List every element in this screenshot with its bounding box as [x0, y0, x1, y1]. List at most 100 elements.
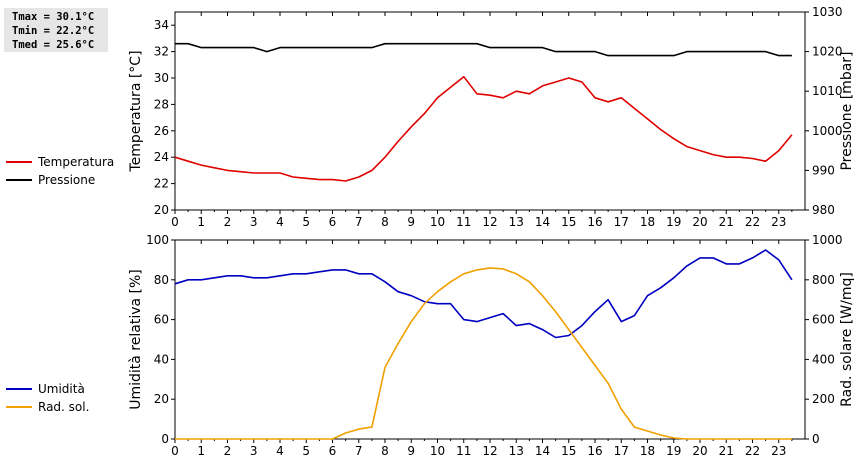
- chart2-x-tick-label: 4: [276, 444, 284, 458]
- chart1-x-tick-label: 14: [535, 215, 550, 229]
- chart1-x-tick-label: 8: [381, 215, 389, 229]
- chart1-y2-tick-label: 1030: [812, 5, 843, 19]
- legend-swatch-pressione: [6, 179, 32, 181]
- chart1-x-tick-label: 22: [745, 215, 760, 229]
- chart2-y2-tick-label: 200: [812, 392, 835, 406]
- chart1-y2-tick-label: 990: [812, 163, 835, 177]
- chart1-x-tick-label: 2: [224, 215, 232, 229]
- chart2-y-tick-label: 0: [161, 432, 169, 446]
- chart1-x-tick-label: 15: [561, 215, 576, 229]
- chart1-x-tick-label: 16: [587, 215, 602, 229]
- chart2-x-tick-label: 13: [509, 444, 524, 458]
- legend-top: Temperatura Pressione: [6, 153, 114, 189]
- chart2-y2-tick-label: 600: [812, 313, 835, 327]
- chart2-x-tick-label: 17: [614, 444, 629, 458]
- chart2-x-tick-label: 15: [561, 444, 576, 458]
- chart1-y-tick-label: 28: [154, 97, 169, 111]
- chart2-y-tick-label: 80: [154, 273, 169, 287]
- stats-box: Tmax = 30.1°C Tmin = 22.2°C Tmed = 25.6°…: [4, 8, 108, 52]
- chart1-x-tick-label: 10: [430, 215, 445, 229]
- chart1-y2-tick-label: 1000: [812, 124, 843, 138]
- chart2-x-tick-label: 1: [197, 444, 205, 458]
- legend-swatch-temperatura: [6, 161, 32, 163]
- chart1-y2-tick-label: 980: [812, 203, 835, 217]
- chart2-x-tick-label: 0: [171, 444, 179, 458]
- chart1-x-tick-label: 4: [276, 215, 284, 229]
- chart1-plot-frame: [174, 11, 806, 211]
- chart2-x-tick-label: 11: [456, 444, 471, 458]
- tmed-text: Tmed = 25.6°C: [12, 39, 95, 51]
- chart1-x-tick-label: 17: [614, 215, 629, 229]
- chart1-y2-tick-label: 1020: [812, 45, 843, 59]
- tmax-text: Tmax = 30.1°C: [12, 11, 95, 23]
- chart2-x-tick-label: 9: [407, 444, 415, 458]
- chart2-x-tick-label: 21: [719, 444, 734, 458]
- legend-swatch-rad-sol: [6, 406, 32, 408]
- chart1-x-tick-label: 6: [329, 215, 337, 229]
- legend-label-rad-sol: Rad. sol.: [38, 400, 90, 414]
- chart1-x-tick-label: 9: [407, 215, 415, 229]
- chart2-x-tick-label: 18: [640, 444, 655, 458]
- chart2-x-tick-label: 19: [666, 444, 681, 458]
- chart2-y2-tick-label: 1000: [812, 233, 843, 247]
- legend-label-pressione: Pressione: [38, 173, 96, 187]
- chart2-x-tick-label: 20: [692, 444, 707, 458]
- chart1-x-tick-label: 23: [771, 215, 786, 229]
- legend-item-pressione: Pressione: [6, 171, 114, 189]
- chart2-y-axis-label: Umidità relativa [%]: [128, 269, 144, 410]
- chart2-x-tick-label: 14: [535, 444, 550, 458]
- chart1-y-tick-label: 22: [154, 177, 169, 191]
- chart1-x-tick-label: 11: [456, 215, 471, 229]
- chart1-y-tick-label: 24: [154, 150, 169, 164]
- chart1-y-tick-label: 30: [154, 71, 169, 85]
- chart1-y2-tick-label: 1010: [812, 84, 843, 98]
- chart2-x-tick-label: 8: [381, 444, 389, 458]
- chart1-x-tick-label: 0: [171, 215, 179, 229]
- tmin-text: Tmin = 22.2°C: [12, 25, 95, 37]
- chart2-y2-tick-label: 400: [812, 352, 835, 366]
- chart2-y2-axis-label: Rad. solare [W/mq]: [839, 272, 855, 407]
- chart1-x-tick-label: 3: [250, 215, 258, 229]
- chart2-y2-tick-label: 0: [812, 432, 820, 446]
- chart2-x-tick-label: 2: [224, 444, 232, 458]
- chart2-x-tick-label: 10: [430, 444, 445, 458]
- chart2-y-tick-label: 100: [146, 233, 169, 247]
- chart1-x-tick-label: 13: [509, 215, 524, 229]
- chart2-plot-frame: [174, 239, 806, 440]
- legend-item-rad-sol: Rad. sol.: [6, 398, 89, 416]
- chart1-x-tick-label: 18: [640, 215, 655, 229]
- chart1-y2-axis-label: Pressione [mbar]: [839, 51, 855, 170]
- chart2-y2-tick-label: 800: [812, 273, 835, 287]
- legend-bottom: Umidità Rad. sol.: [6, 380, 89, 416]
- chart2-y-tick-label: 40: [154, 352, 169, 366]
- chart1-x-tick-label: 20: [692, 215, 707, 229]
- chart1-y-axis-label: Temperatura [°C]: [128, 50, 144, 172]
- chart2-x-tick-label: 6: [329, 444, 337, 458]
- chart2-y-tick-label: 60: [154, 313, 169, 327]
- chart1-x-tick-label: 12: [482, 215, 497, 229]
- chart1-x-tick-label: 19: [666, 215, 681, 229]
- chart2-series-umidit-line: [174, 249, 793, 339]
- legend-swatch-umidita: [6, 388, 32, 390]
- chart2-y-tick-label: 20: [154, 392, 169, 406]
- chart1-y-tick-label: 32: [154, 45, 169, 59]
- legend-item-umidita: Umidità: [6, 380, 89, 398]
- chart1-x-tick-label: 5: [302, 215, 310, 229]
- legend-label-umidita: Umidità: [38, 382, 85, 396]
- legend-item-temperatura: Temperatura: [6, 153, 114, 171]
- chart1-y-tick-label: 26: [154, 124, 169, 138]
- chart1-y-tick-label: 34: [154, 18, 169, 32]
- chart1-series-pressione-line: [175, 42, 792, 57]
- chart2-series-rad-sol-line: [175, 267, 792, 440]
- chart2-x-tick-label: 7: [355, 444, 363, 458]
- chart2-x-tick-label: 16: [587, 444, 602, 458]
- chart1-x-tick-label: 7: [355, 215, 363, 229]
- chart2-x-tick-label: 12: [482, 444, 497, 458]
- chart2-x-tick-label: 3: [250, 444, 258, 458]
- chart2-x-tick-label: 5: [302, 444, 310, 458]
- chart2-x-tick-label: 22: [745, 444, 760, 458]
- chart1-x-tick-label: 1: [197, 215, 205, 229]
- legend-label-temperatura: Temperatura: [38, 155, 115, 169]
- chart1-y-tick-label: 20: [154, 203, 169, 217]
